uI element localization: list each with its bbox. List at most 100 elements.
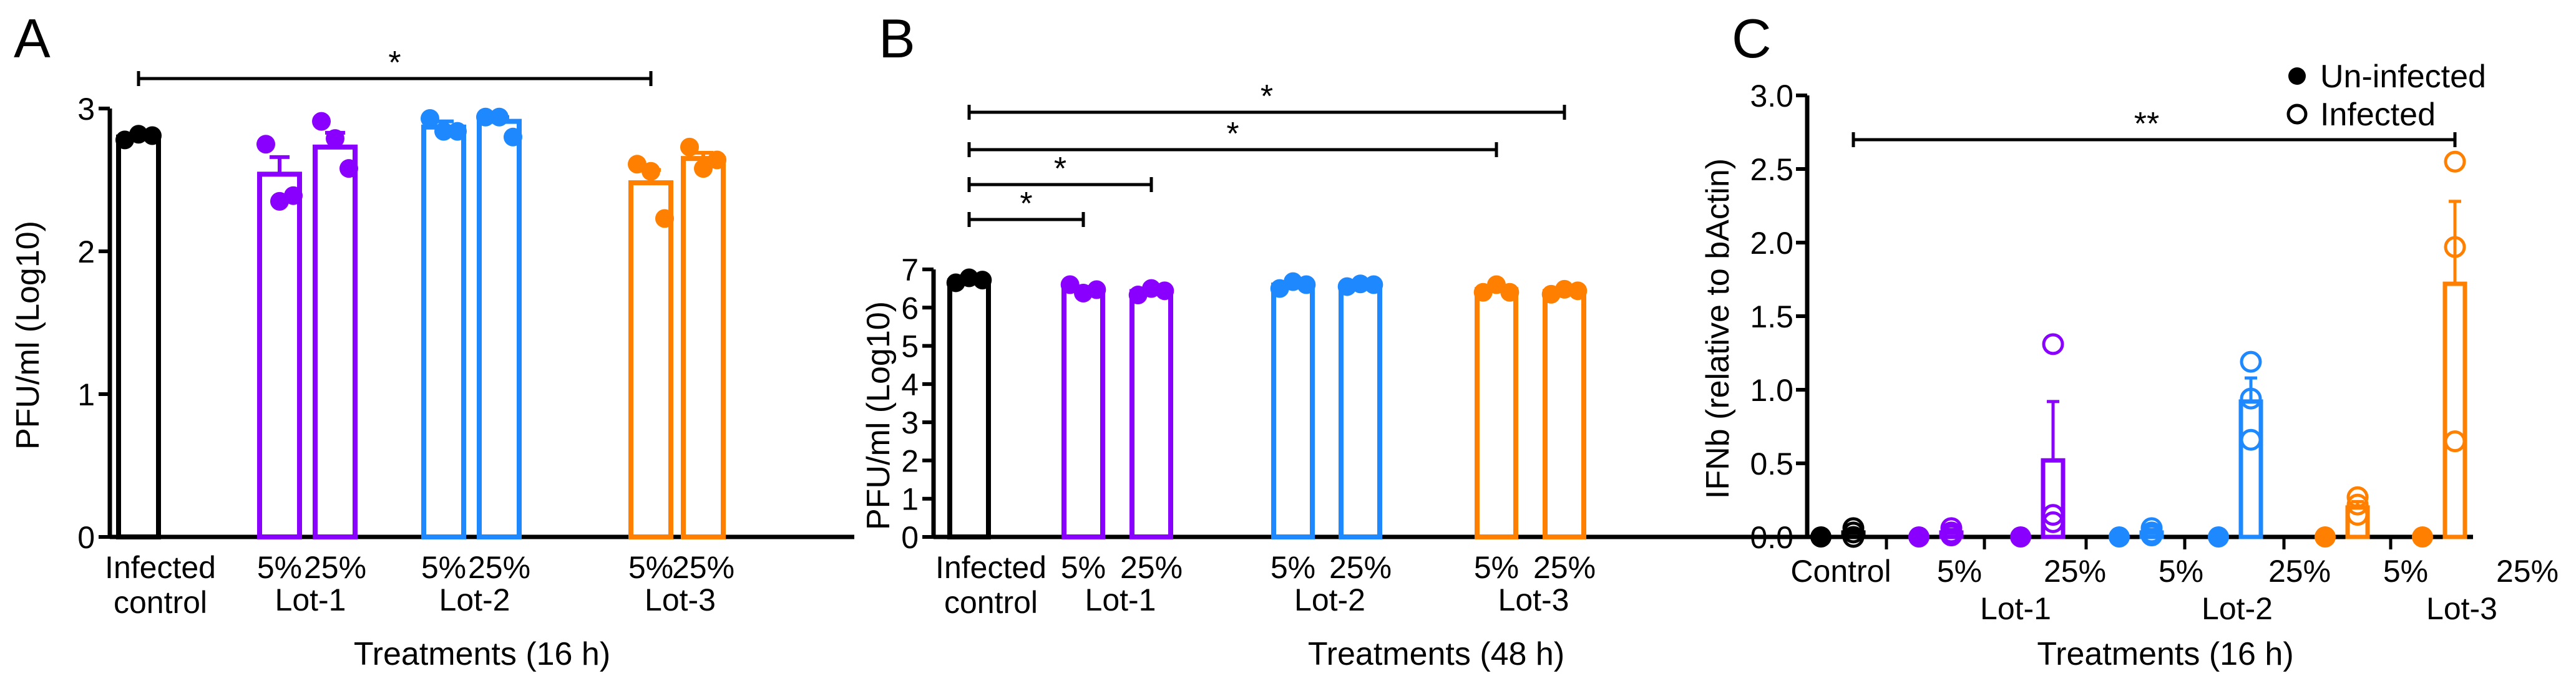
significance-label: * [1054, 151, 1066, 187]
data-point [1087, 280, 1106, 299]
y-tick-label: 7 [901, 253, 919, 287]
uninfected-point [2109, 526, 2130, 548]
x-tick-label: 25% [672, 550, 734, 585]
data-point [504, 127, 522, 147]
y-tick-label: 1.5 [1750, 299, 1793, 334]
infected-point [1940, 517, 1963, 539]
data-point [421, 109, 439, 128]
uninfected-point [1810, 526, 1832, 548]
y-tick-label: 2 [901, 443, 919, 478]
bar [116, 134, 161, 540]
data-point [1297, 275, 1316, 294]
x-group-label: control [944, 585, 1038, 620]
y-tick-label: 2 [77, 234, 95, 269]
y-tick-label: 3.0 [1750, 79, 1793, 113]
y-axis-label: PFU/ml (Log10) [861, 301, 897, 530]
bar [477, 118, 522, 540]
data-point [694, 159, 713, 178]
y-tick-label: 0.5 [1750, 447, 1793, 481]
x-group-label: Lot-1 [275, 582, 346, 617]
x-tick-label: 25% [2268, 554, 2331, 589]
legend-label: Infected [2320, 97, 2436, 133]
infected-point [2240, 350, 2262, 373]
uninfected-point [1908, 526, 1930, 548]
significance-label: * [388, 45, 401, 81]
data-point [1351, 274, 1370, 294]
data-point [284, 186, 303, 205]
legend-open-marker [2286, 104, 2308, 125]
bar [1543, 289, 1586, 539]
y-tick-label: 1.0 [1750, 373, 1793, 408]
bar [421, 124, 466, 539]
data-point [1500, 282, 1520, 302]
significance-label: * [1020, 186, 1032, 222]
x-tick-label: 25% [468, 550, 530, 585]
x-tick-label: 25% [1329, 550, 1392, 585]
infected-point [2444, 150, 2466, 173]
bar [1061, 287, 1105, 539]
infected-point [2042, 511, 2064, 533]
x-tick-label: 5% [421, 550, 466, 585]
x-group-label: Lot-3 [645, 582, 716, 617]
bar [628, 180, 673, 539]
x-group-label: Infected [935, 550, 1046, 585]
data-point [680, 137, 699, 157]
bar [257, 171, 302, 539]
data-point [708, 150, 726, 170]
bar [1129, 289, 1173, 539]
y-tick-label: 3 [77, 92, 95, 127]
y-axis-label: PFU/ml (Log10) [10, 221, 46, 450]
y-axis-label: IFNb (relative to bActin) [1700, 158, 1736, 499]
infected-point [2240, 428, 2262, 451]
y-tick-label: 0 [901, 520, 919, 555]
data-point [1364, 275, 1383, 294]
bar [681, 156, 726, 539]
y-tick-label: 4 [901, 367, 919, 402]
x-tick-label: 5% [2383, 554, 2428, 589]
data-point [1568, 281, 1588, 301]
uninfected-point [2010, 526, 2031, 548]
panel-letter-c: C [1732, 7, 1772, 69]
x-tick-label: 5% [1271, 550, 1315, 585]
x-group-label: Lot-1 [1980, 591, 2051, 626]
y-tick-label: 5 [901, 329, 919, 364]
x-tick-label: 5% [257, 550, 302, 585]
x-group-label: Lot-3 [1498, 582, 1569, 617]
data-point [490, 107, 509, 127]
data-point [973, 271, 992, 290]
data-point [326, 129, 344, 148]
x-group-label: control [114, 585, 207, 620]
significance-label: * [1261, 79, 1273, 115]
infected-point [2042, 504, 2064, 526]
uninfected-point [2208, 526, 2229, 548]
data-point [312, 112, 331, 131]
bar-infected [2442, 281, 2467, 539]
data-point [655, 209, 674, 228]
data-point [434, 122, 453, 141]
x-tick-label: Control [1790, 554, 1891, 589]
data-point [628, 155, 646, 174]
bar [313, 144, 358, 539]
y-tick-label: 1 [901, 482, 919, 517]
data-point [129, 125, 148, 144]
bar [1339, 282, 1382, 539]
bar-infected [2238, 399, 2263, 539]
x-axis-label: Treatments (16 h) [354, 636, 610, 672]
legend-label: Un-infected [2320, 59, 2486, 95]
uninfected-point [2412, 526, 2433, 548]
x-tick-label: 25% [2044, 554, 2106, 589]
y-tick-label: 3 [901, 405, 919, 440]
y-tick-label: 2.5 [1750, 152, 1793, 187]
data-point [476, 107, 495, 127]
x-group-label: Lot-1 [1085, 582, 1156, 617]
y-tick-label: 0 [77, 520, 95, 555]
infected-point [2444, 236, 2466, 258]
infected-point [2042, 333, 2064, 355]
significance-label: * [1226, 116, 1239, 152]
x-tick-label: 25% [1120, 550, 1183, 585]
x-group-label: Lot-3 [2426, 591, 2497, 626]
bar [1271, 282, 1315, 539]
x-tick-label: 5% [2159, 554, 2203, 589]
x-tick-label: 5% [628, 550, 673, 585]
